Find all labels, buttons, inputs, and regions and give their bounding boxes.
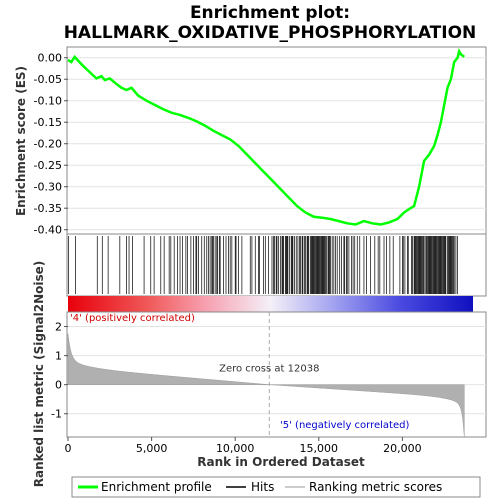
- x-tick-label: 20,000: [383, 442, 422, 455]
- chart-title-line2: HALLMARK_OXIDATIVE_PHOSPHORYLATION: [64, 23, 477, 43]
- x-tick-label: 10,000: [216, 442, 255, 455]
- chart-title-line1: Enrichment plot:: [190, 3, 350, 23]
- positive-correlation-label: '4' (positively correlated): [70, 313, 195, 324]
- es-panel-frame: [66, 46, 487, 235]
- metric-tick-label: 1: [55, 350, 62, 363]
- es-tick-label: -0.10: [34, 95, 62, 108]
- ranking-heatmap-bar: [68, 296, 473, 312]
- es-tick-label: -0.40: [34, 224, 62, 237]
- legend-box: [71, 476, 481, 498]
- es-tick-label: 0.00: [38, 52, 63, 65]
- ranking-metric-area: [67, 333, 465, 438]
- legend-metric-label: Ranking metric scores: [309, 480, 442, 494]
- es-y-axis-label: Enrichment score (ES): [14, 66, 28, 216]
- x-tick-label: 0: [65, 442, 72, 455]
- es-tick-label: -0.15: [34, 116, 62, 129]
- es-tick-label: -0.25: [34, 159, 62, 172]
- enrichment-profile-line: [67, 47, 466, 226]
- metric-y-axis-label: Ranked list metric (Signal2Noise): [32, 261, 46, 488]
- negative-correlation-label: '5' (negatively correlated): [280, 420, 409, 431]
- legend-hits-label: Hits: [251, 480, 274, 494]
- legend-enrichment-label: Enrichment profile: [101, 480, 212, 494]
- x-tick-label: 15,000: [300, 442, 339, 455]
- zero-cross-label: Zero cross at 12038: [219, 364, 319, 375]
- es-tick-label: -0.30: [34, 181, 62, 194]
- es-tick-label: -0.20: [34, 138, 62, 151]
- x-tick-label: 5,000: [136, 442, 168, 455]
- metric-tick-label: -1: [51, 408, 62, 421]
- metric-tick-label: 0: [55, 379, 62, 392]
- metric-tick-label: 2: [55, 321, 62, 334]
- es-tick-label: -0.35: [34, 202, 62, 215]
- es-tick-label: -0.05: [34, 73, 62, 86]
- x-axis-label: Rank in Ordered Dataset: [197, 455, 365, 469]
